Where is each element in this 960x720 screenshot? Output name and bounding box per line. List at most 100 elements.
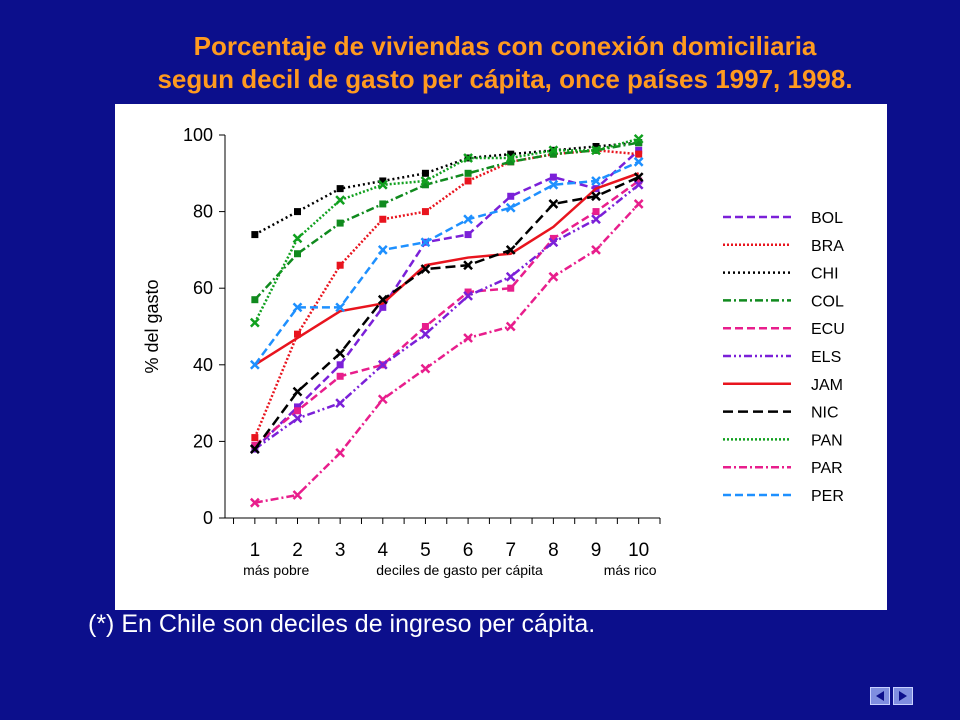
legend-label-col: COL [811,293,844,310]
data-point-per [335,302,346,313]
slide-navigation [870,687,913,705]
legend-label-bra: BRA [811,238,844,255]
data-point-ecu [464,288,472,296]
data-point-els [591,214,601,225]
data-point-pan [335,195,346,205]
x-tick-label: 7 [505,540,516,561]
data-point-nic [633,172,644,183]
y-tick-label: 40 [193,355,213,375]
series-line-nic [253,175,640,450]
data-point-chi [592,142,600,150]
series-line-par [254,203,640,504]
data-point-els [463,290,473,301]
y-tick-label: 100 [183,125,213,145]
data-point-par [633,199,644,209]
data-point-els [377,359,388,370]
data-point-col [507,158,515,166]
x-tick-label: 1 [250,540,261,561]
data-point-nic [249,444,260,454]
chart-panel: 0 20 40 60 80 100 1 2 3 4 5 6 7 8 9 10 más pobre deciles … [115,104,887,610]
x-tick-label: 2 [292,540,303,561]
data-point-bra [336,261,344,269]
data-point-nic [377,294,388,305]
x-sublabel-left: más pobre [243,562,309,578]
series-line-els [254,183,640,451]
data-point-per [505,202,516,213]
data-point-els [420,329,431,340]
data-point-per [292,302,303,313]
data-point-pan [292,233,303,244]
data-point-pan [249,317,260,328]
y-tick-label: 60 [193,278,213,298]
data-point-nic [420,264,431,274]
legend-label-per: PER [811,488,844,505]
data-point-pan [505,153,516,163]
y-axis-label: % del gasto [142,279,162,373]
footnote: (*) En Chile son deciles de ingreso per … [88,610,596,638]
legend-label-bol: BOL [811,210,843,227]
data-point-els [548,237,559,248]
data-point-par [505,321,516,332]
data-point-col [635,139,643,147]
data-point-par [591,245,601,255]
slide-title: Porcentaje de viviendas con conexión dom… [0,30,960,96]
x-axis-label: deciles de gasto per cápita [376,562,543,578]
data-point-els [505,271,516,282]
data-point-bol [507,192,515,200]
data-point-ecu [635,177,643,185]
data-point-pan [420,176,431,186]
series-line-chi [254,141,639,236]
data-point-els [633,179,644,190]
series-line-col [253,141,639,301]
data-point-per [548,179,559,190]
next-slide-button[interactable] [893,687,913,705]
data-point-bol [464,231,472,239]
data-point-par [249,497,260,508]
legend-label-pan: PAN [811,432,843,449]
data-point-bol [549,173,557,181]
legend-label-els: ELS [811,349,841,366]
data-point-bra [635,150,643,158]
legend-label-chi: CHI [811,266,839,283]
data-point-chi [336,185,344,193]
data-point-bol [635,146,643,154]
data-point-col [294,250,301,258]
x-tick-label: 9 [591,540,602,561]
data-point-ecu [549,234,557,242]
data-point-els [335,398,346,408]
triangle-left-icon [876,691,884,701]
data-point-bra [421,208,429,216]
data-point-bol [294,403,301,411]
data-point-col [549,150,557,158]
data-point-par [335,448,346,458]
y-tick-label: 0 [203,508,213,528]
x-sublabel-right: más rico [604,562,657,578]
title-line-2: segun decil de gasto per cápita, once pa… [157,64,853,94]
data-point-per [591,176,601,186]
legend-label-nic: NIC [811,405,839,422]
data-point-nic [591,191,601,202]
data-point-ecu [251,441,259,449]
data-point-par [548,271,559,282]
data-point-per [633,156,644,167]
x-tick-label: 10 [628,540,649,561]
data-point-bol [379,303,387,311]
data-point-bra [294,330,301,338]
y-tick-label: 20 [193,431,213,451]
legend-label-jam: JAM [811,377,843,394]
y-tick-label: 80 [193,202,213,222]
data-point-ecu [592,208,600,216]
legend-label-ecu: ECU [811,321,845,338]
data-point-pan [633,133,644,144]
data-point-col [464,169,472,177]
data-point-ecu [507,284,515,292]
data-point-pan [548,145,559,156]
data-point-per [420,237,431,248]
series-line-per [253,160,640,366]
line-chart: 0 20 40 60 80 100 1 2 3 4 5 6 7 8 9 10 más pobre deciles … [142,125,845,578]
data-point-ecu [336,372,344,380]
series-line-pan [253,137,640,324]
x-tick-label: 5 [420,540,431,561]
previous-slide-button[interactable] [870,687,890,705]
data-point-col [379,200,387,208]
